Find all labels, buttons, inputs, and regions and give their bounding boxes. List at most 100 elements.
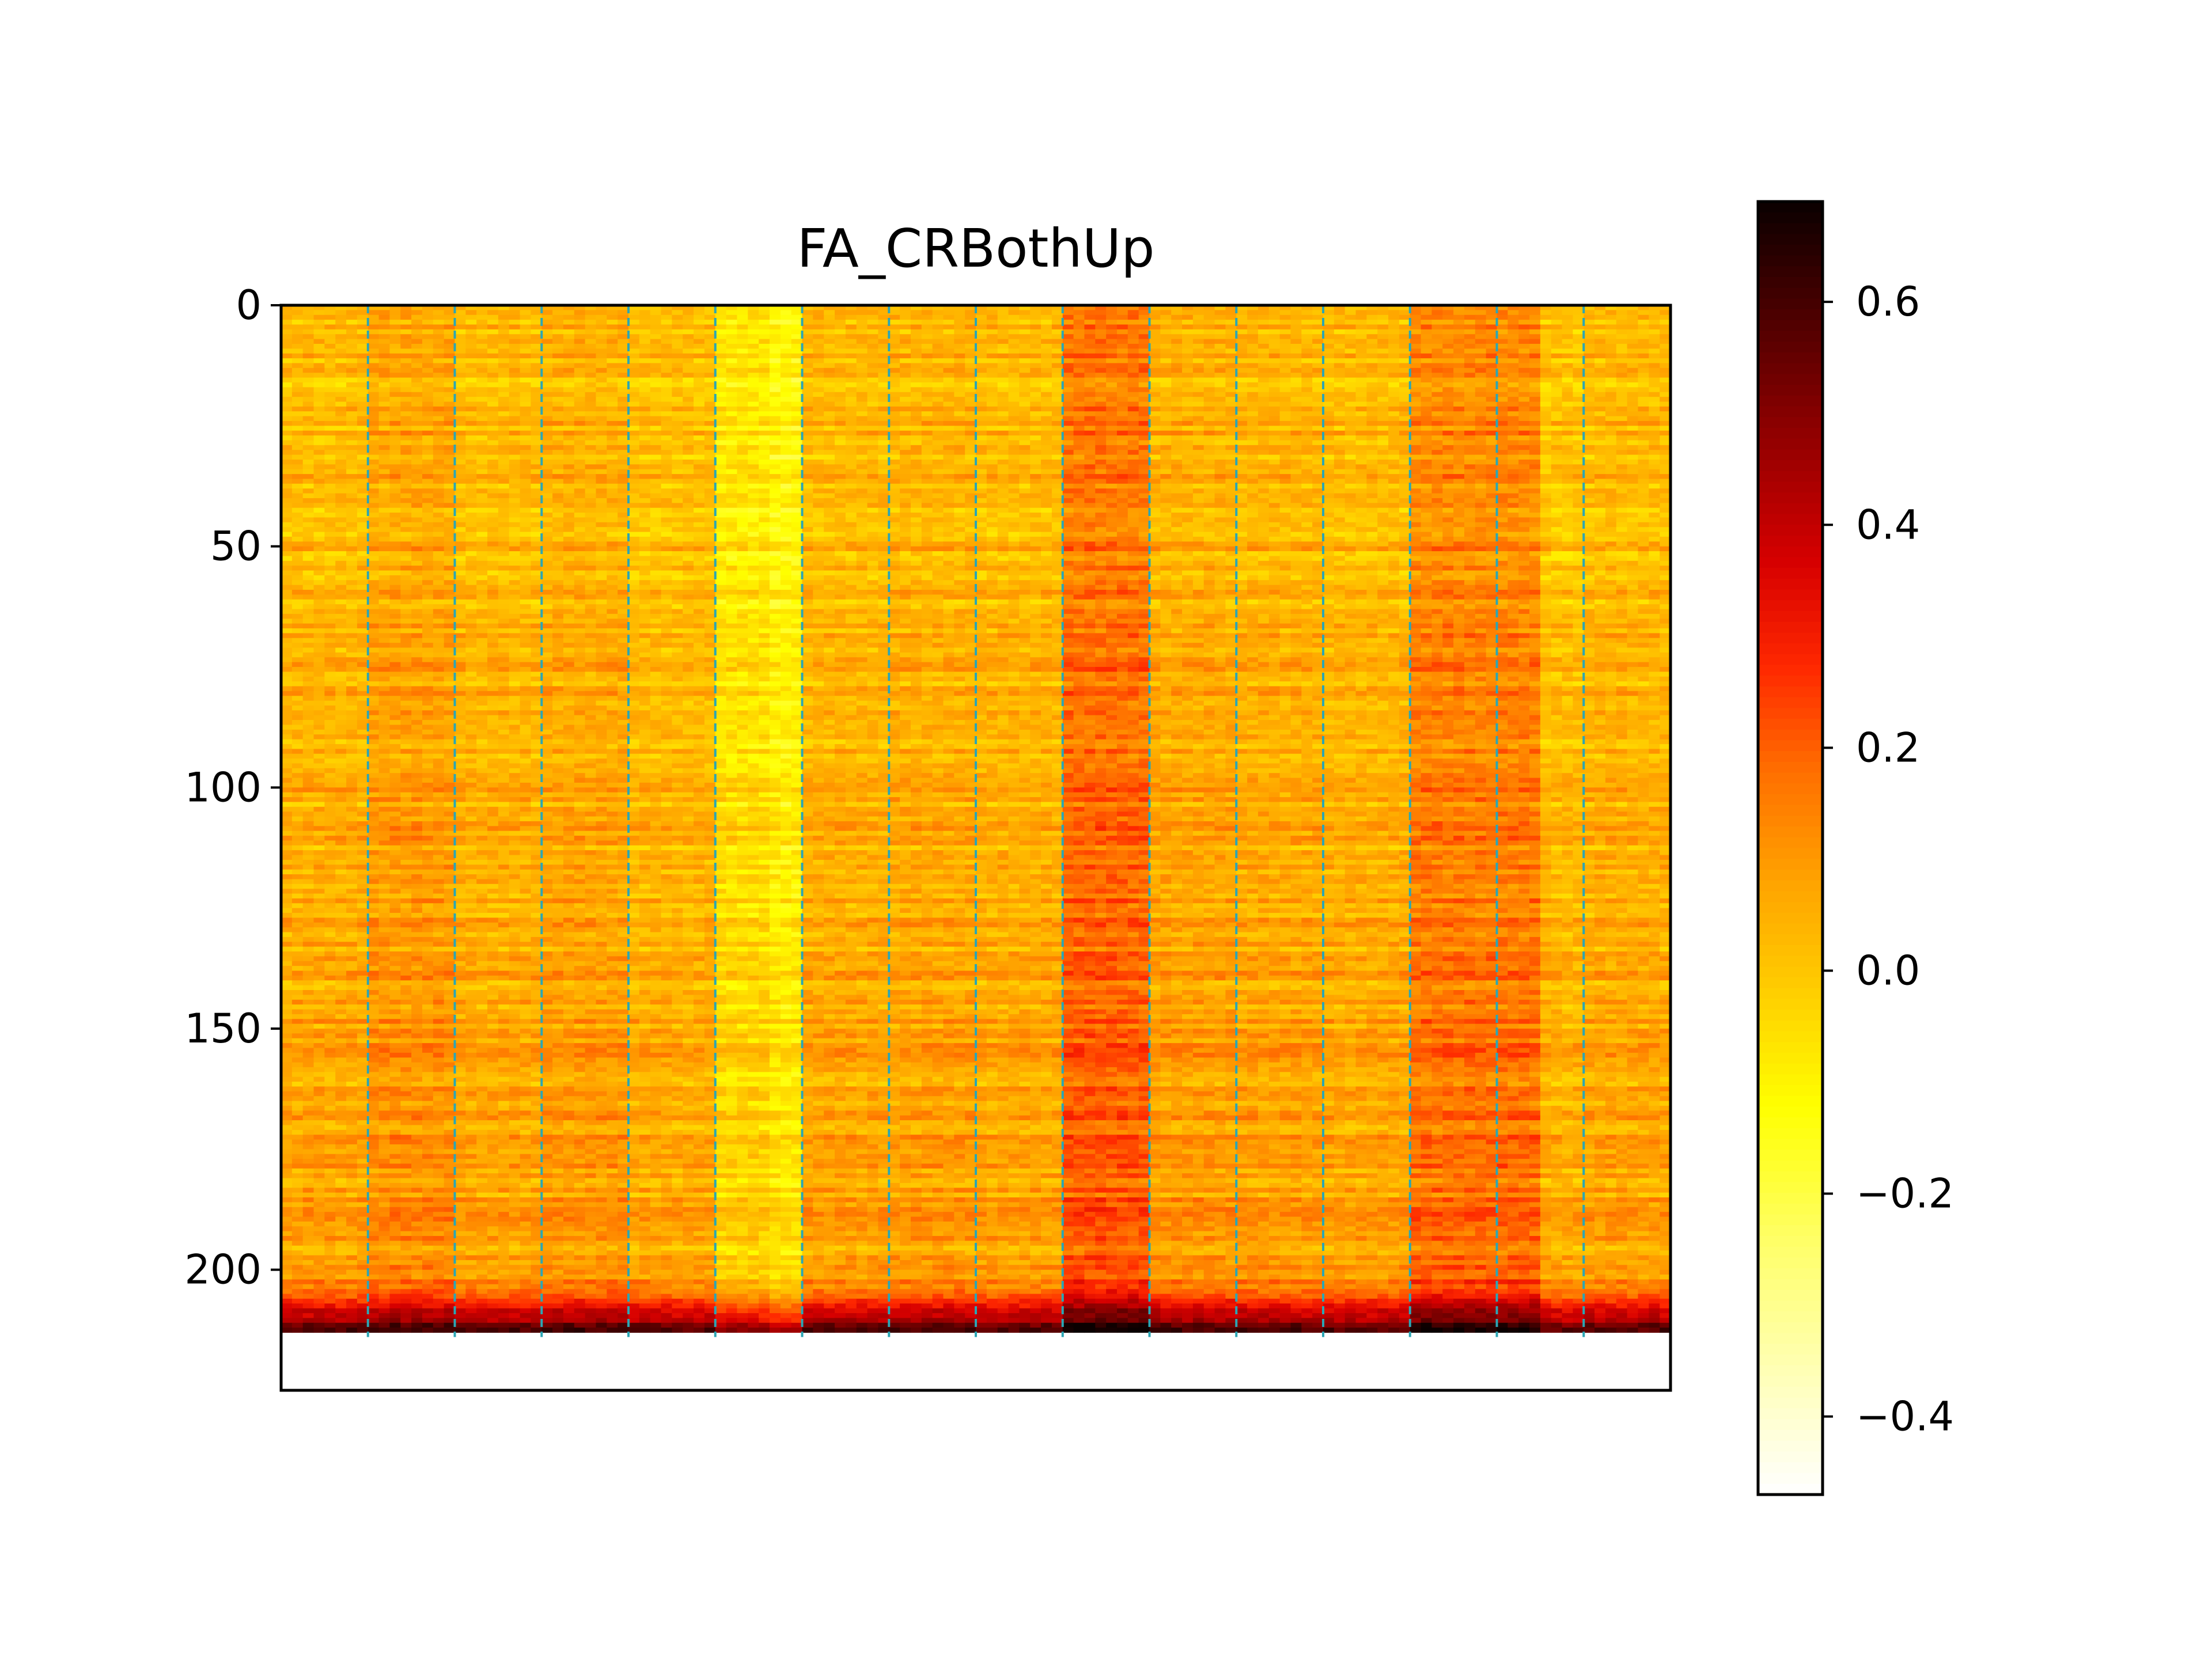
heatmap-cell (509, 320, 520, 325)
heatmap-cell (1139, 411, 1150, 416)
heatmap-cell (1334, 368, 1345, 373)
heatmap-cell (357, 344, 368, 349)
heatmap-cell (433, 320, 444, 325)
heatmap-cell (824, 397, 835, 402)
heatmap-cell (868, 310, 878, 315)
heatmap-cell (1074, 315, 1085, 320)
heatmap-cell (1594, 416, 1605, 422)
heatmap-cell (835, 401, 846, 407)
heatmap-cell (1529, 339, 1540, 344)
heatmap-cell (868, 368, 878, 373)
heatmap-cell (368, 392, 379, 397)
heatmap-cell (987, 324, 998, 329)
heatmap-cell (574, 348, 585, 354)
heatmap-cell (1247, 363, 1258, 368)
heatmap-cell (1594, 368, 1605, 373)
heatmap-cell (1030, 344, 1041, 349)
heatmap-cell (1074, 329, 1085, 335)
heatmap-cell (357, 382, 368, 388)
heatmap-cell (411, 363, 422, 368)
heatmap-cell (509, 339, 520, 344)
heatmap-cell (1052, 373, 1063, 378)
heatmap-cell (400, 421, 411, 426)
heatmap-cell (1584, 324, 1594, 329)
heatmap-cell (618, 407, 628, 412)
heatmap-cell (411, 320, 422, 325)
heatmap-cell (422, 329, 433, 335)
heatmap-cell (628, 324, 639, 329)
heatmap-cell (802, 397, 813, 402)
heatmap-cell (737, 378, 748, 383)
heatmap-cell (1160, 363, 1171, 368)
heatmap-cell (1030, 407, 1041, 412)
heatmap-cell (878, 378, 889, 383)
heatmap-cell (770, 373, 781, 378)
heatmap-cell (922, 387, 933, 392)
heatmap-cell (1508, 407, 1518, 412)
heatmap-cell (737, 368, 748, 373)
heatmap-cell (520, 334, 531, 339)
heatmap-cell (694, 382, 704, 388)
heatmap-cell (1247, 334, 1258, 339)
heatmap-cell (1442, 373, 1453, 378)
heatmap-cell (1193, 416, 1204, 422)
heatmap-cell (1041, 411, 1052, 416)
heatmap-cell (1312, 354, 1323, 359)
heatmap-cell (1225, 363, 1236, 368)
heatmap-cell (639, 344, 650, 349)
heatmap-cell (1269, 378, 1280, 383)
heatmap-cell (868, 416, 878, 422)
heatmap-cell (868, 329, 878, 335)
heatmap-cell (346, 397, 357, 402)
heatmap-cell (1269, 382, 1280, 388)
heatmap-cell (976, 358, 987, 363)
heatmap-cell (965, 387, 976, 392)
heatmap-cell (998, 382, 1009, 388)
heatmap-cell (346, 324, 357, 329)
heatmap-cell (683, 411, 694, 416)
heatmap-cell (476, 407, 487, 412)
heatmap-cell (1377, 339, 1388, 344)
heatmap-cell (1063, 401, 1074, 407)
heatmap-cell (422, 358, 433, 363)
heatmap-cell (1453, 401, 1464, 407)
heatmap-cell (541, 407, 552, 412)
heatmap-cell (683, 368, 694, 373)
heatmap-cell (1399, 315, 1410, 320)
heatmap-cell (596, 368, 607, 373)
heatmap-cell (1594, 363, 1605, 368)
heatmap-cell (1518, 354, 1529, 359)
heatmap-cell (1193, 387, 1204, 392)
heatmap-cell (433, 334, 444, 339)
heatmap-cell (1117, 387, 1128, 392)
heatmap-cell (520, 392, 531, 397)
heatmap-cell (1345, 401, 1356, 407)
heatmap-cell (1388, 378, 1399, 383)
heatmap-cell (628, 378, 639, 383)
heatmap-cell (965, 339, 976, 344)
heatmap-cell (607, 387, 618, 392)
heatmap-cell (1540, 397, 1551, 402)
heatmap-cell (1215, 344, 1226, 349)
heatmap-cell (465, 363, 476, 368)
heatmap-cell (791, 354, 802, 359)
heatmap-cell (954, 339, 965, 344)
heatmap-cell (552, 320, 563, 325)
heatmap-cell (628, 392, 639, 397)
heatmap-cell (672, 378, 683, 383)
heatmap-cell (1562, 334, 1573, 339)
heatmap-cell (965, 344, 976, 349)
heatmap-cell (552, 354, 563, 359)
heatmap-cell (672, 363, 683, 368)
heatmap-cell (1486, 373, 1497, 378)
heatmap-cell (1258, 401, 1269, 407)
heatmap-cell (1518, 397, 1529, 402)
heatmap-cell (1540, 320, 1551, 325)
heatmap-cell (1421, 392, 1432, 397)
heatmap-cell (672, 392, 683, 397)
heatmap-cell (1247, 358, 1258, 363)
heatmap-cell (1128, 315, 1139, 320)
heatmap-cell (1182, 324, 1193, 329)
heatmap-cell (628, 387, 639, 392)
heatmap-cell (824, 329, 835, 335)
